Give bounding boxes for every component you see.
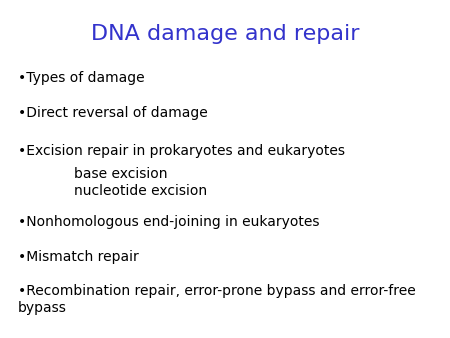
Text: bypass: bypass [18,301,67,315]
Text: •Types of damage: •Types of damage [18,71,144,85]
Text: nucleotide excision: nucleotide excision [74,184,207,198]
Text: •Direct reversal of damage: •Direct reversal of damage [18,106,208,120]
Text: •Mismatch repair: •Mismatch repair [18,250,139,264]
Text: •Excision repair in prokaryotes and eukaryotes: •Excision repair in prokaryotes and euka… [18,144,345,158]
Text: base excision: base excision [74,167,168,181]
Text: •Recombination repair, error-prone bypass and error-free: •Recombination repair, error-prone bypas… [18,284,416,298]
Text: •Nonhomologous end-joining in eukaryotes: •Nonhomologous end-joining in eukaryotes [18,215,319,228]
Text: DNA damage and repair: DNA damage and repair [91,24,359,44]
